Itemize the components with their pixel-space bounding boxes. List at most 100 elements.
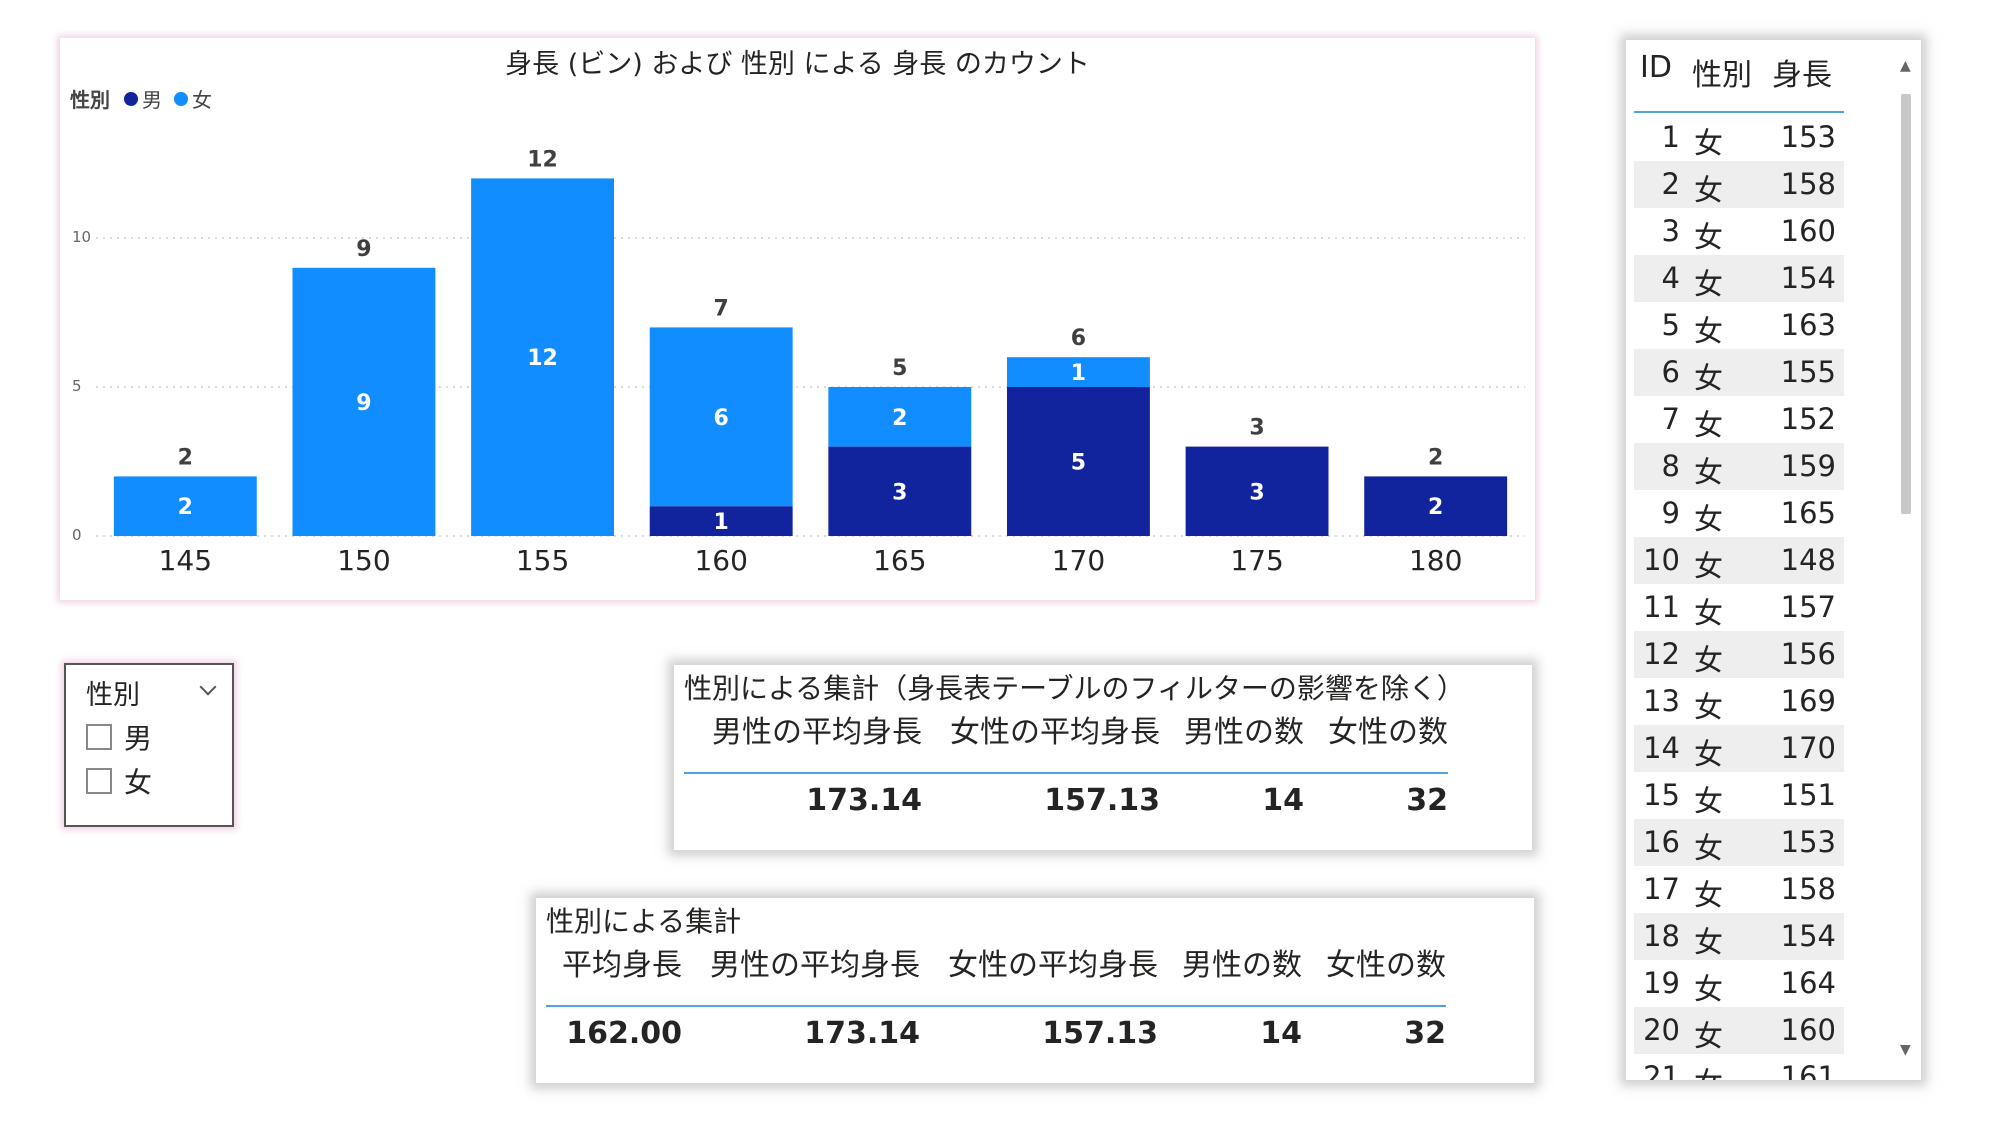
bar-segment[interactable]: [292, 267, 436, 536]
table-row[interactable]: 5 女 163: [1634, 302, 1844, 349]
table-row[interactable]: 14 女 170: [1634, 725, 1844, 772]
table-cell: 8: [1661, 449, 1680, 483]
scroll-up-icon[interactable]: ▲: [1900, 58, 1911, 74]
table-row[interactable]: 8 女 159: [1634, 443, 1844, 490]
scroll-down-icon[interactable]: ▼: [1900, 1042, 1911, 1058]
bar-segment[interactable]: [1185, 446, 1329, 536]
data-label: 2: [178, 495, 193, 520]
table-row[interactable]: 16 女 153: [1634, 819, 1844, 866]
x-tick-label: 155: [516, 544, 569, 577]
column-header[interactable]: 平均身長: [562, 948, 682, 983]
table-cell: 女: [1694, 737, 1724, 771]
x-tick-label: 175: [1230, 544, 1283, 577]
data-label: 12: [527, 346, 558, 371]
table-cell: 17: [1643, 872, 1680, 906]
table-row[interactable]: 6 女 155: [1634, 349, 1844, 396]
table-row[interactable]: 2 女 158: [1634, 161, 1844, 208]
table-body: 1 女 153 2 女 158 3 女 160 4 女 154 5 女 163 6 女 155 7 女 152 8 女 159…: [1634, 114, 1844, 1080]
table-row[interactable]: 4 女 154: [1634, 255, 1844, 302]
bar-segment[interactable]: [471, 178, 615, 536]
x-tick-label: 180: [1409, 544, 1462, 577]
card-title: 性別による集計: [546, 905, 742, 938]
chevron-down-icon[interactable]: [199, 678, 217, 696]
table-cell: 11: [1643, 590, 1680, 624]
table-row[interactable]: 11 女 157: [1634, 584, 1844, 631]
slicer-option-female[interactable]: 女: [86, 761, 152, 801]
gender-slicer[interactable]: 性別 男 女: [64, 663, 234, 827]
column-header-id[interactable]: ID: [1640, 50, 1672, 85]
table-cell: 154: [1780, 919, 1836, 953]
checkbox[interactable]: [86, 768, 112, 794]
slicer-option-label: 男: [124, 722, 153, 755]
checkbox[interactable]: [86, 724, 112, 750]
bar-segment[interactable]: [113, 476, 257, 536]
table-row[interactable]: 13 女 169: [1634, 678, 1844, 725]
table-row[interactable]: 1 女 153: [1634, 114, 1844, 161]
cell-value: 32: [1404, 1016, 1446, 1051]
column-header-height[interactable]: 身長: [1772, 58, 1832, 93]
legend-label: 男: [142, 88, 162, 112]
column-header[interactable]: 女性の平均身長: [950, 715, 1160, 750]
bar-segment[interactable]: [1364, 476, 1508, 536]
bar-segment[interactable]: [649, 327, 793, 507]
table-cell: 女: [1694, 220, 1724, 254]
column-header[interactable]: 女性の平均身長: [948, 948, 1158, 983]
table-cell: 148: [1780, 543, 1836, 577]
table-row[interactable]: 9 女 165: [1634, 490, 1844, 537]
table-row[interactable]: 15 女 151: [1634, 772, 1844, 819]
table-row[interactable]: 12 女 156: [1634, 631, 1844, 678]
bar-segment[interactable]: [828, 446, 972, 536]
legend-item-female[interactable]: 女: [174, 84, 212, 113]
total-label: 12: [527, 147, 558, 172]
bar-segment[interactable]: [1006, 387, 1150, 536]
table-row[interactable]: 17 女 158: [1634, 866, 1844, 913]
table-cell: 女: [1694, 972, 1724, 1006]
scrollbar-thumb[interactable]: [1901, 94, 1911, 514]
table-row[interactable]: 3 女 160: [1634, 208, 1844, 255]
cell-value: 32: [1406, 783, 1448, 818]
card-title: 性別による集計（身長表テーブルのフィルターの影響を除く）: [684, 672, 1465, 705]
table-row[interactable]: 10 女 148: [1634, 537, 1844, 584]
column-header[interactable]: 男性の平均身長: [712, 715, 922, 750]
data-label: 3: [892, 480, 907, 505]
bar-segment[interactable]: [1006, 357, 1150, 387]
bar-segment[interactable]: [649, 506, 793, 536]
height-table[interactable]: ID 性別 身長 1 女 153 2 女 158 3 女 160 4 女 154 5 女 163 6 女 155 7…: [1626, 40, 1921, 1080]
header-divider: [546, 1005, 1446, 1007]
column-header-sex[interactable]: 性別: [1692, 58, 1752, 93]
bar-chart[interactable]: 0 5 10 2 2 145 9 9 150 12 12 155 1 6 7 160 3 2 5 165 5 1 6 170 3…: [60, 38, 1535, 600]
slicer-title: 性別: [86, 680, 140, 711]
table-row[interactable]: 20 女 160: [1634, 1007, 1844, 1054]
column-header[interactable]: 男性の数: [1182, 948, 1302, 983]
table-row[interactable]: 7 女 152: [1634, 396, 1844, 443]
table-row[interactable]: 19 女 164: [1634, 960, 1844, 1007]
slicer-option-male[interactable]: 男: [86, 717, 152, 757]
column-header[interactable]: 女性の数: [1328, 715, 1448, 750]
table-cell: 女: [1694, 878, 1724, 912]
table-row[interactable]: 18 女 154: [1634, 913, 1844, 960]
column-header[interactable]: 男性の数: [1184, 715, 1304, 750]
table-cell: 158: [1780, 167, 1836, 201]
table-cell: 163: [1780, 308, 1836, 342]
table-cell: 153: [1780, 120, 1836, 154]
column-header[interactable]: 男性の平均身長: [710, 948, 920, 983]
table-cell: 女: [1694, 831, 1724, 865]
data-label: 3: [1249, 480, 1264, 505]
chart-panel[interactable]: 0 5 10 2 2 145 9 9 150 12 12 155 1 6 7 160 3 2 5 165 5 1 6 170 3…: [60, 38, 1535, 600]
table-cell: 女: [1694, 1019, 1724, 1053]
data-label: 2: [892, 406, 907, 431]
table-cell: 19: [1643, 966, 1680, 1000]
legend-item-male[interactable]: 男: [124, 84, 162, 113]
x-tick-label: 165: [873, 544, 926, 577]
column-header[interactable]: 女性の数: [1326, 948, 1446, 983]
vertical-scrollbar[interactable]: ▲ ▼: [1899, 58, 1913, 1058]
table-cell: 169: [1780, 684, 1836, 718]
data-label: 1: [1071, 361, 1086, 386]
table-cell: 女: [1694, 784, 1724, 818]
table-cell: 156: [1780, 637, 1836, 671]
slicer-option-label: 女: [124, 766, 153, 799]
bar-segment[interactable]: [828, 387, 972, 447]
table-row[interactable]: 21 女 161: [1634, 1054, 1844, 1080]
total-label: 2: [1428, 445, 1443, 470]
cell-value: 173.14: [806, 783, 922, 818]
